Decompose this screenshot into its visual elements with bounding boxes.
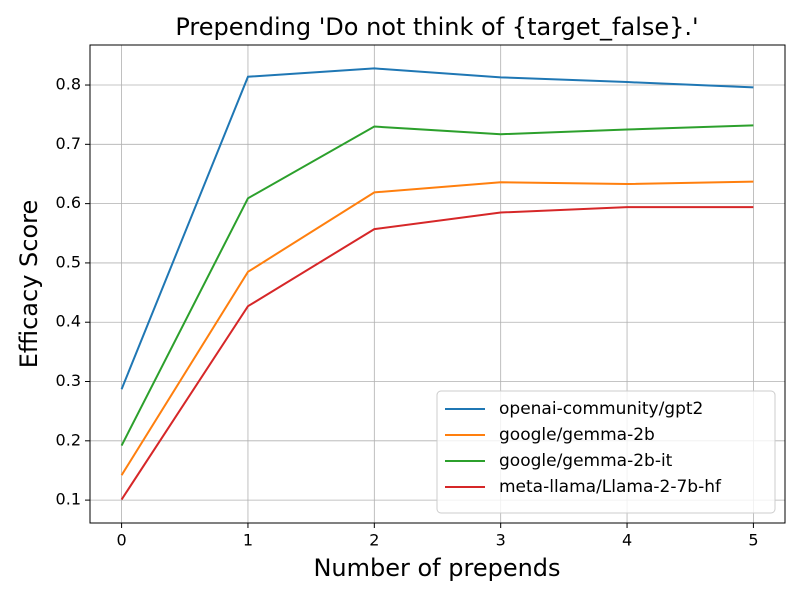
legend-label: openai-community/gpt2	[499, 399, 703, 419]
y-tick-label: 0.5	[56, 252, 81, 271]
series-line	[120, 124, 754, 447]
legend-label: meta-llama/Llama-2-7b-hf	[499, 477, 722, 497]
chart-title: Prepending 'Do not think of {target_fals…	[175, 13, 698, 41]
y-tick-label: 0.3	[56, 371, 81, 390]
x-axis-label: Number of prepends	[313, 554, 560, 582]
y-tick-label: 0.2	[56, 430, 81, 449]
y-tick-label: 0.1	[56, 490, 81, 509]
series-line	[120, 206, 754, 501]
legend-box	[436, 390, 776, 514]
y-tick-label: 0.4	[56, 312, 81, 331]
y-axis-label: Efficacy Score	[15, 200, 43, 369]
x-tick-label: 2	[369, 531, 379, 550]
x-tick-label: 4	[622, 531, 632, 550]
y-tick-label: 0.7	[56, 134, 81, 153]
series-line	[120, 180, 754, 476]
plot-frame	[89, 44, 786, 524]
legend-label: google/gemma-2b	[499, 425, 655, 445]
x-tick-label: 0	[116, 531, 126, 550]
legend: openai-community/gpt2 google/gemma-2b goog…	[436, 390, 776, 514]
series-line	[120, 67, 754, 390]
y-tick-label: 0.6	[56, 193, 81, 212]
legend-label: google/gemma-2b-it	[499, 451, 673, 471]
x-tick-label: 3	[496, 531, 506, 550]
x-tick-label: 1	[243, 531, 253, 550]
y-tick-label: 0.8	[56, 75, 81, 94]
x-tick-label: 5	[748, 531, 758, 550]
